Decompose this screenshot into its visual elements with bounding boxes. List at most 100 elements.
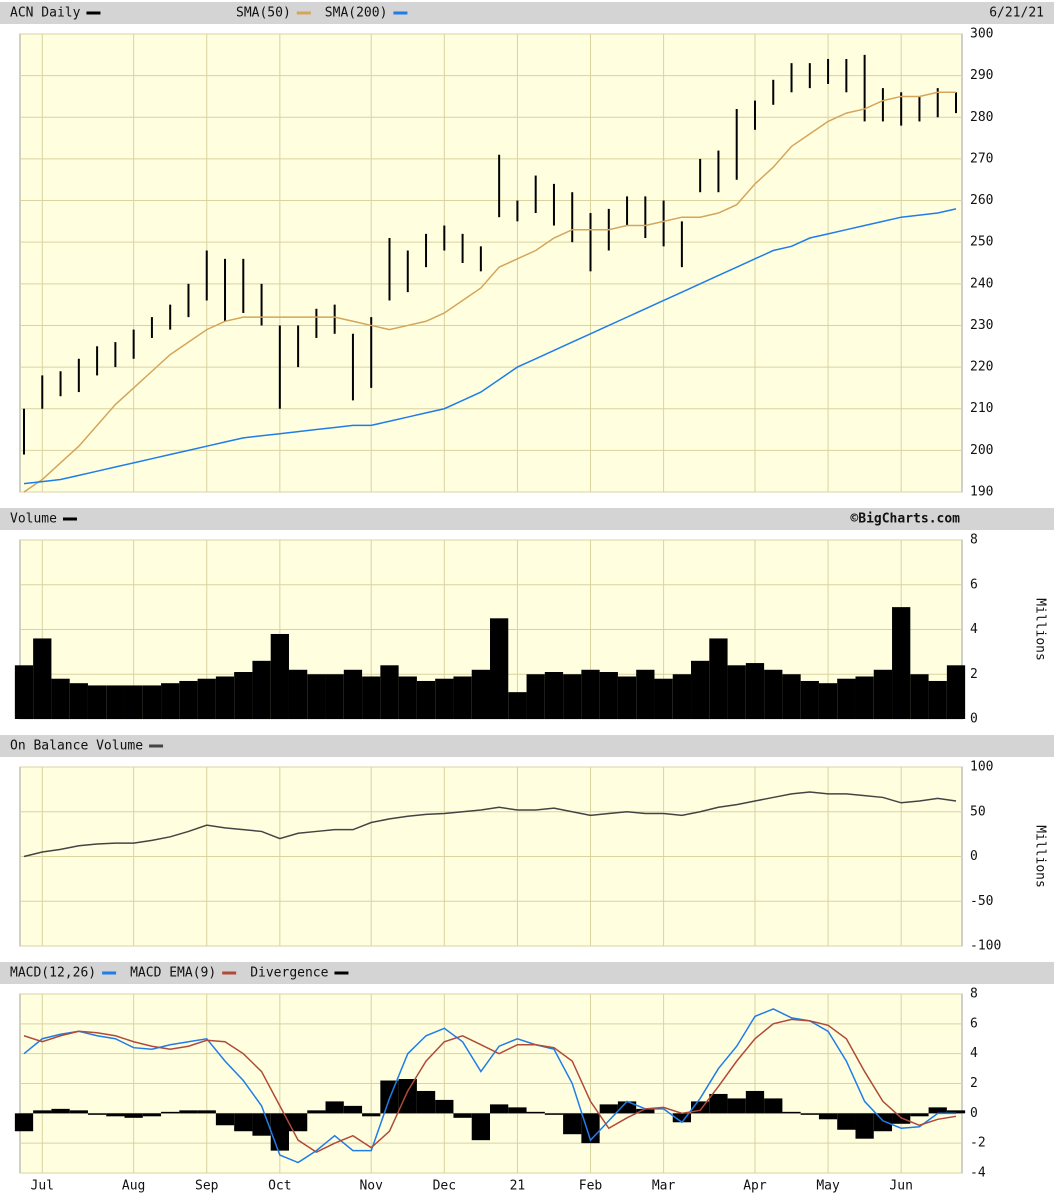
volume-bar: [581, 669, 600, 719]
volume-bar: [544, 672, 564, 719]
panel-title: On Balance Volume: [10, 739, 143, 754]
divergence-bar: [709, 1093, 728, 1114]
divergence-bar: [636, 1108, 655, 1114]
volume-bar: [526, 674, 545, 719]
y-tick-label: 100: [970, 760, 993, 775]
legend-label: SMA(50): [236, 6, 291, 21]
volume-bar: [800, 680, 819, 719]
y-tick-label: 250: [970, 235, 993, 250]
y-tick-label: 260: [970, 193, 993, 208]
y-tick-label: 2: [970, 667, 978, 682]
divergence-bar: [800, 1113, 819, 1115]
legend-label: MACD EMA(9): [130, 966, 216, 981]
volume-bar: [471, 669, 490, 719]
volume-bar: [234, 672, 253, 719]
divergence-bar: [325, 1101, 344, 1114]
y-tick-label: 0: [970, 849, 978, 864]
y-axis-label: Millions: [1033, 598, 1048, 661]
divergence-bar: [563, 1113, 582, 1135]
volume-bar: [818, 683, 838, 719]
y-tick-label: -2: [970, 1136, 986, 1151]
y-tick-label: 8: [970, 533, 978, 548]
divergence-bar: [910, 1113, 929, 1117]
divergence-bar: [124, 1113, 143, 1118]
volume-bar: [435, 678, 454, 719]
divergence-bar: [69, 1110, 88, 1114]
volume-bar: [87, 685, 107, 719]
volume-bar: [343, 669, 363, 719]
x-tick-label: May: [816, 1179, 840, 1194]
x-tick-label: Dec: [433, 1179, 456, 1194]
plot-area: [19, 33, 963, 493]
series-line: [23, 1018, 957, 1153]
divergence-bar: [161, 1111, 180, 1114]
volume-bar: [33, 638, 52, 719]
volume-bar: [325, 674, 344, 719]
obv-line: [23, 791, 957, 858]
volume-bar: [709, 638, 728, 719]
volume-bar: [563, 674, 582, 719]
divergence-bar: [234, 1113, 253, 1132]
divergence-bar: [307, 1110, 326, 1114]
y-axis-label: Millions: [1033, 825, 1048, 888]
volume-bar: [654, 678, 673, 719]
y-tick-label: -50: [970, 894, 993, 909]
volume-bar: [124, 685, 143, 719]
x-tick-label: Jun: [889, 1179, 912, 1194]
y-tick-label: 0: [970, 1106, 978, 1121]
divergence-bar: [51, 1108, 70, 1114]
x-tick-label: Mar: [652, 1179, 676, 1194]
divergence-bar: [508, 1107, 527, 1114]
y-tick-label: 50: [970, 804, 986, 819]
volume-bar: [617, 676, 637, 719]
x-tick-label: Jul: [31, 1179, 54, 1194]
divergence-bar: [471, 1113, 490, 1141]
panel-title: ACN Daily: [10, 6, 81, 21]
volume-bar: [270, 633, 289, 719]
volume-bar: [142, 685, 162, 719]
volume-bar: [727, 665, 746, 719]
divergence-bar: [106, 1113, 125, 1117]
divergence-bar: [544, 1113, 564, 1115]
y-tick-label: 300: [970, 27, 993, 42]
volume-bar: [453, 676, 472, 719]
y-tick-label: 6: [970, 1016, 978, 1031]
divergence-bar: [416, 1090, 436, 1114]
x-tick-label: Oct: [268, 1179, 291, 1194]
divergence-bar: [87, 1113, 107, 1115]
divergence-bar: [215, 1113, 235, 1126]
volume-bar: [636, 669, 655, 719]
x-tick-label: Apr: [743, 1179, 767, 1194]
volume-bar: [837, 678, 856, 719]
divergence-bar: [745, 1090, 765, 1114]
y-tick-label: 2: [970, 1076, 978, 1091]
volume-bar: [910, 674, 929, 719]
y-tick-label: 280: [970, 110, 993, 125]
divergence-bar: [727, 1098, 746, 1114]
header-bar: [0, 962, 1054, 984]
volume-bar: [892, 607, 911, 719]
divergence-bar: [362, 1113, 381, 1117]
volume-bar: [215, 676, 235, 719]
divergence-bar: [288, 1113, 308, 1132]
divergence-bar: [691, 1101, 710, 1114]
divergence-bar: [873, 1113, 893, 1132]
y-tick-label: 230: [970, 318, 993, 333]
volume-bar: [873, 669, 893, 719]
divergence-bar: [782, 1111, 801, 1114]
y-tick-label: 0: [970, 712, 978, 727]
volume-bar: [197, 678, 216, 719]
divergence-bar: [142, 1113, 162, 1117]
divergence-bar: [764, 1098, 783, 1114]
volume-bar: [362, 676, 381, 719]
divergence-bar: [398, 1079, 417, 1114]
volume-bar: [106, 685, 125, 719]
volume-bar: [14, 665, 34, 719]
divergence-bar: [928, 1107, 947, 1114]
y-tick-label: 270: [970, 151, 993, 166]
divergence-bar: [453, 1113, 472, 1118]
legend-label: SMA(200): [325, 6, 388, 21]
y-tick-label: -4: [970, 1166, 986, 1181]
volume-bar: [288, 669, 308, 719]
divergence-bar: [855, 1113, 874, 1139]
